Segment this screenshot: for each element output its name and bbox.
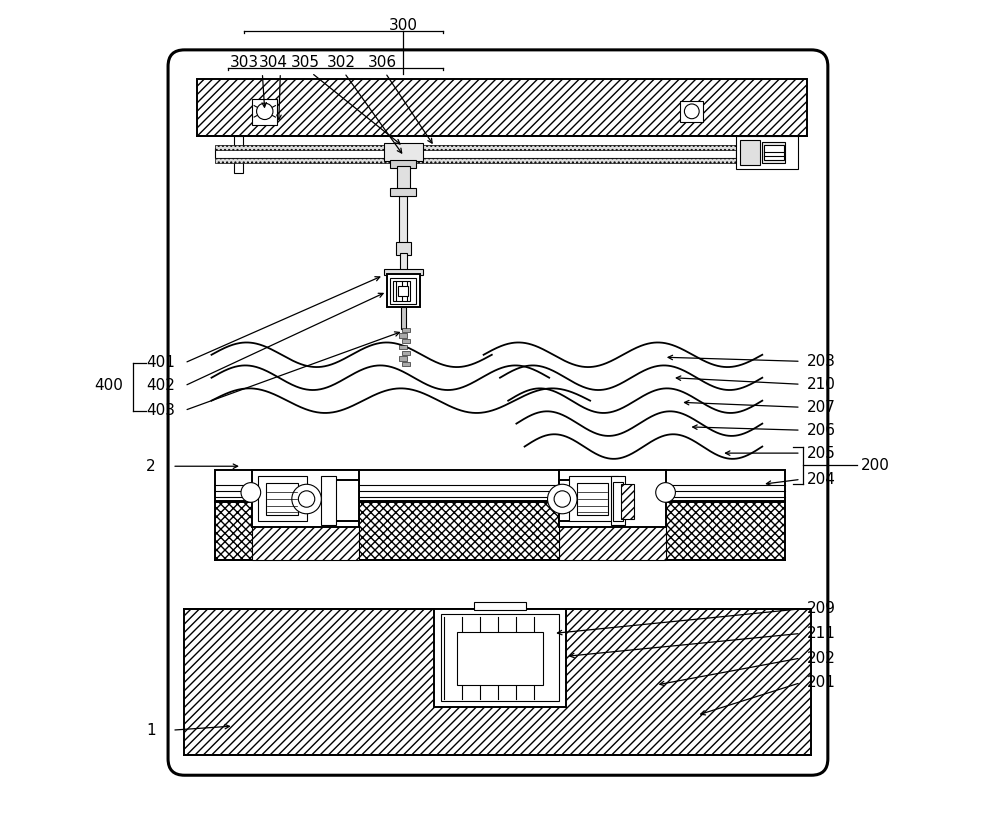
Bar [215, 158, 736, 163]
Bar [397, 167, 410, 189]
Text: 210: 210 [807, 377, 836, 392]
Text: 200: 200 [861, 458, 890, 473]
Text: 209: 209 [807, 601, 836, 617]
Circle shape [257, 103, 273, 120]
Bar [399, 195, 407, 246]
Bar [184, 609, 811, 754]
Circle shape [554, 491, 570, 507]
Bar [399, 333, 407, 337]
Bar [398, 286, 408, 296]
Bar [402, 362, 410, 366]
Bar [234, 136, 243, 172]
Bar [559, 480, 585, 521]
Bar [390, 187, 416, 195]
Bar [736, 136, 798, 168]
Circle shape [241, 483, 261, 502]
Bar [457, 632, 543, 685]
Bar [474, 603, 526, 611]
Bar [252, 470, 359, 527]
Text: 305: 305 [290, 55, 319, 70]
Text: 211: 211 [807, 626, 836, 641]
Text: 202: 202 [807, 650, 836, 666]
Bar [321, 476, 336, 525]
Text: 206: 206 [807, 423, 836, 438]
Text: 401: 401 [146, 355, 175, 370]
Bar [402, 328, 410, 332]
Bar [384, 268, 423, 275]
Bar [559, 525, 666, 560]
Bar [215, 501, 785, 560]
Bar [762, 142, 785, 163]
Bar [559, 470, 666, 527]
Bar [215, 149, 736, 158]
Text: 304: 304 [259, 55, 288, 70]
Circle shape [548, 484, 577, 514]
Bar [402, 351, 410, 355]
Bar [387, 274, 420, 307]
Bar [441, 614, 559, 700]
Text: 201: 201 [807, 675, 836, 690]
Bar [401, 307, 406, 328]
Circle shape [656, 483, 675, 502]
Bar [740, 140, 760, 165]
Bar [399, 356, 407, 360]
Text: 402: 402 [146, 378, 175, 393]
Bar [569, 476, 618, 521]
Circle shape [292, 484, 321, 514]
Bar [611, 476, 625, 525]
Text: 207: 207 [807, 400, 836, 415]
Bar [252, 99, 277, 126]
Text: 400: 400 [94, 378, 123, 393]
Text: 205: 205 [807, 446, 836, 461]
Bar [399, 345, 407, 349]
Bar [434, 609, 566, 707]
Text: 302: 302 [326, 55, 355, 70]
Text: 203: 203 [807, 354, 836, 369]
Bar [680, 101, 703, 122]
Text: 1: 1 [146, 722, 156, 737]
Bar [252, 525, 359, 560]
Bar [613, 482, 623, 521]
Text: 303: 303 [230, 55, 259, 70]
Bar [402, 339, 410, 343]
Circle shape [298, 491, 315, 507]
Circle shape [684, 104, 699, 119]
Bar [400, 253, 407, 269]
Bar [215, 145, 736, 150]
Text: 306: 306 [367, 55, 397, 70]
Bar [215, 470, 785, 502]
Bar [390, 277, 416, 304]
Bar [621, 484, 634, 519]
Bar [333, 480, 359, 521]
Bar [197, 79, 807, 136]
Text: 403: 403 [146, 403, 175, 418]
Bar [577, 484, 608, 515]
Bar [258, 476, 307, 521]
Text: 2: 2 [146, 459, 156, 474]
Bar [390, 160, 416, 168]
Text: 300: 300 [389, 18, 418, 33]
FancyBboxPatch shape [168, 50, 828, 775]
Bar [384, 144, 423, 162]
Bar [266, 484, 298, 515]
Bar [396, 242, 411, 255]
Text: 204: 204 [807, 472, 836, 487]
Bar [393, 281, 410, 300]
Bar [764, 145, 784, 160]
